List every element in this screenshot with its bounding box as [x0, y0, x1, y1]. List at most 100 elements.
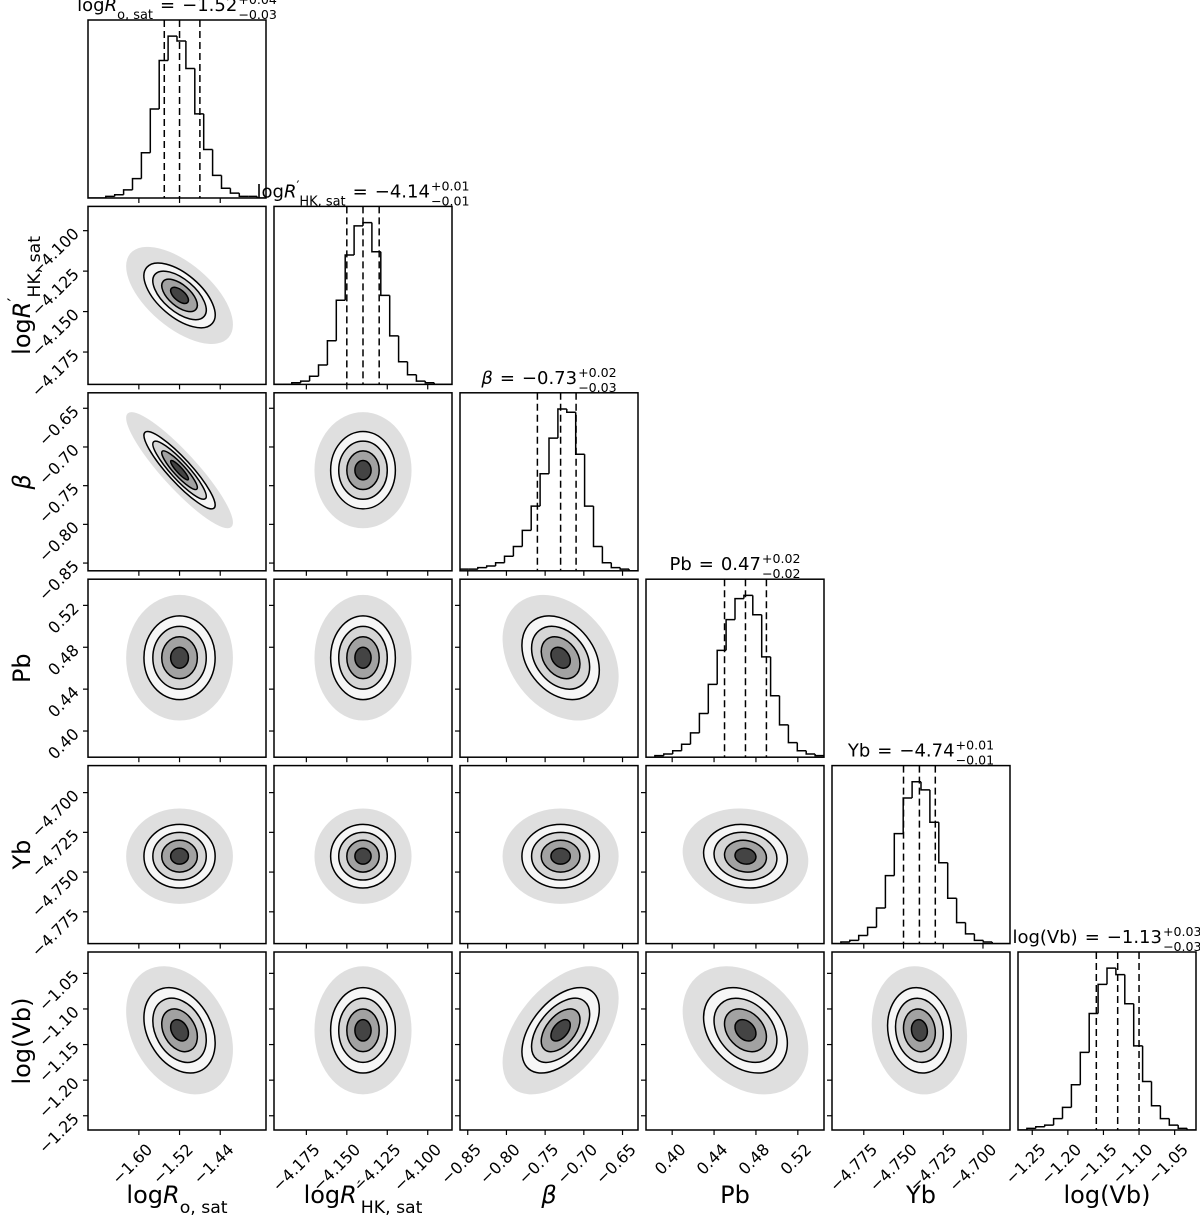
- title-sep: =: [353, 181, 368, 202]
- hist-step: [787, 724, 798, 744]
- hist-step: [140, 151, 151, 179]
- hist-step: [424, 381, 435, 384]
- hist-step: [1132, 1003, 1143, 1047]
- hist-step: [503, 555, 514, 563]
- median-label: −4.74: [899, 741, 954, 762]
- label-part: Yb: [847, 741, 870, 762]
- hist-step: [991, 941, 1002, 944]
- hist-step: [1043, 1124, 1054, 1127]
- y-axis-label: logR′HK, sat: [5, 236, 45, 355]
- label-part: ′: [5, 298, 25, 302]
- x-axis-label: log(Vb): [1064, 1181, 1151, 1209]
- panel-content: [682, 808, 809, 904]
- panel-frame: [273, 578, 453, 758]
- hist-step: [1115, 968, 1125, 976]
- panel-content: [126, 246, 233, 344]
- panel-frame: [87, 392, 267, 572]
- hist-step: [805, 750, 816, 755]
- hist-step: [866, 926, 877, 936]
- hist-step: [583, 454, 594, 507]
- contour: [734, 847, 757, 865]
- panel-content: [126, 594, 233, 721]
- panel-title: Pb = 0.47+0.02 −0.02: [669, 551, 800, 581]
- hist-step: [299, 380, 310, 383]
- hist-step: [707, 683, 718, 714]
- hist-step: [397, 335, 408, 363]
- density-panel: [87, 205, 267, 386]
- hist-step: [149, 108, 160, 153]
- panel-frame: [459, 392, 639, 572]
- hist-step: [955, 898, 966, 924]
- x-tick-label: −1.44: [189, 1140, 237, 1188]
- label-part: HK, sat: [299, 194, 345, 209]
- err-plus-label: +0.01: [956, 737, 995, 752]
- panel-frame: [459, 764, 639, 945]
- hist-step: [433, 382, 444, 385]
- panel-frame: [87, 205, 267, 386]
- y-tick-label: −1.05: [35, 967, 83, 1015]
- hist-step: [796, 742, 807, 752]
- err-minus-label: −0.01: [956, 752, 995, 767]
- panel-frame: [459, 951, 639, 1131]
- median-label: −1.52: [182, 0, 237, 16]
- y-tick-label: 0.48: [44, 641, 83, 680]
- hist-step: [521, 529, 532, 547]
- panel-content: [460, 392, 638, 571]
- label-part: log: [126, 1181, 163, 1209]
- panel-frame: [645, 578, 825, 758]
- x-tick-label: −0.85: [437, 1140, 485, 1188]
- x-axis-label: logRo, sat: [126, 1181, 227, 1218]
- hist-step: [938, 822, 948, 864]
- label-part: o, sat: [180, 1198, 228, 1218]
- hist-step: [122, 189, 133, 195]
- density-panel: [459, 951, 639, 1131]
- hist-step: [1106, 967, 1116, 985]
- label-part: log: [8, 318, 36, 355]
- hist-step: [220, 175, 231, 190]
- contour: [734, 1018, 757, 1042]
- err-plus-label: +0.03: [1163, 924, 1200, 939]
- hist-step: [388, 295, 399, 337]
- err-minus-label: −0.02: [762, 566, 801, 581]
- hist-step: [902, 797, 913, 834]
- hist-step: [308, 375, 319, 382]
- panel-content: [646, 579, 824, 758]
- hist-step: [202, 113, 213, 151]
- hist-step: [778, 695, 789, 726]
- hist-step: [317, 364, 328, 377]
- panel-content: [502, 808, 619, 904]
- hist-step: [743, 594, 753, 599]
- hist-step: [1079, 1051, 1090, 1085]
- median-label: −1.13: [1107, 927, 1162, 948]
- median-label: −4.14: [375, 181, 430, 202]
- hist-step: [973, 933, 984, 942]
- density-panel: [273, 764, 453, 945]
- x-tick-label: −0.70: [553, 1140, 601, 1188]
- x-axis-label: logR′HK, sat: [304, 1178, 423, 1218]
- hist-step: [964, 922, 975, 935]
- err-plus-label: +0.02: [578, 364, 617, 379]
- hist-step: [477, 566, 487, 570]
- density-panel: [645, 764, 825, 945]
- label-part: log: [304, 1181, 341, 1209]
- x-tick-label: 0.48: [735, 1140, 774, 1179]
- x-axis-label: Pb: [720, 1181, 750, 1209]
- hist-step: [548, 437, 558, 474]
- hist-step: [610, 562, 621, 569]
- err-plus-label: +0.01: [431, 178, 470, 193]
- label-part: R: [8, 302, 36, 319]
- label-part: β: [8, 474, 36, 490]
- hist-step: [380, 251, 390, 297]
- hist-step: [592, 506, 603, 548]
- density-panel: [87, 392, 267, 572]
- hist-step: [557, 408, 567, 439]
- x-tick-label: −0.80: [476, 1140, 524, 1188]
- panel-frame: [645, 764, 825, 945]
- label-part: HK, sat: [361, 1198, 423, 1218]
- hist-step: [371, 222, 381, 253]
- hist-step: [512, 545, 523, 557]
- histogram-panel: [87, 19, 267, 199]
- contour: [550, 646, 572, 669]
- density-panel: [273, 392, 453, 572]
- contour: [169, 847, 190, 865]
